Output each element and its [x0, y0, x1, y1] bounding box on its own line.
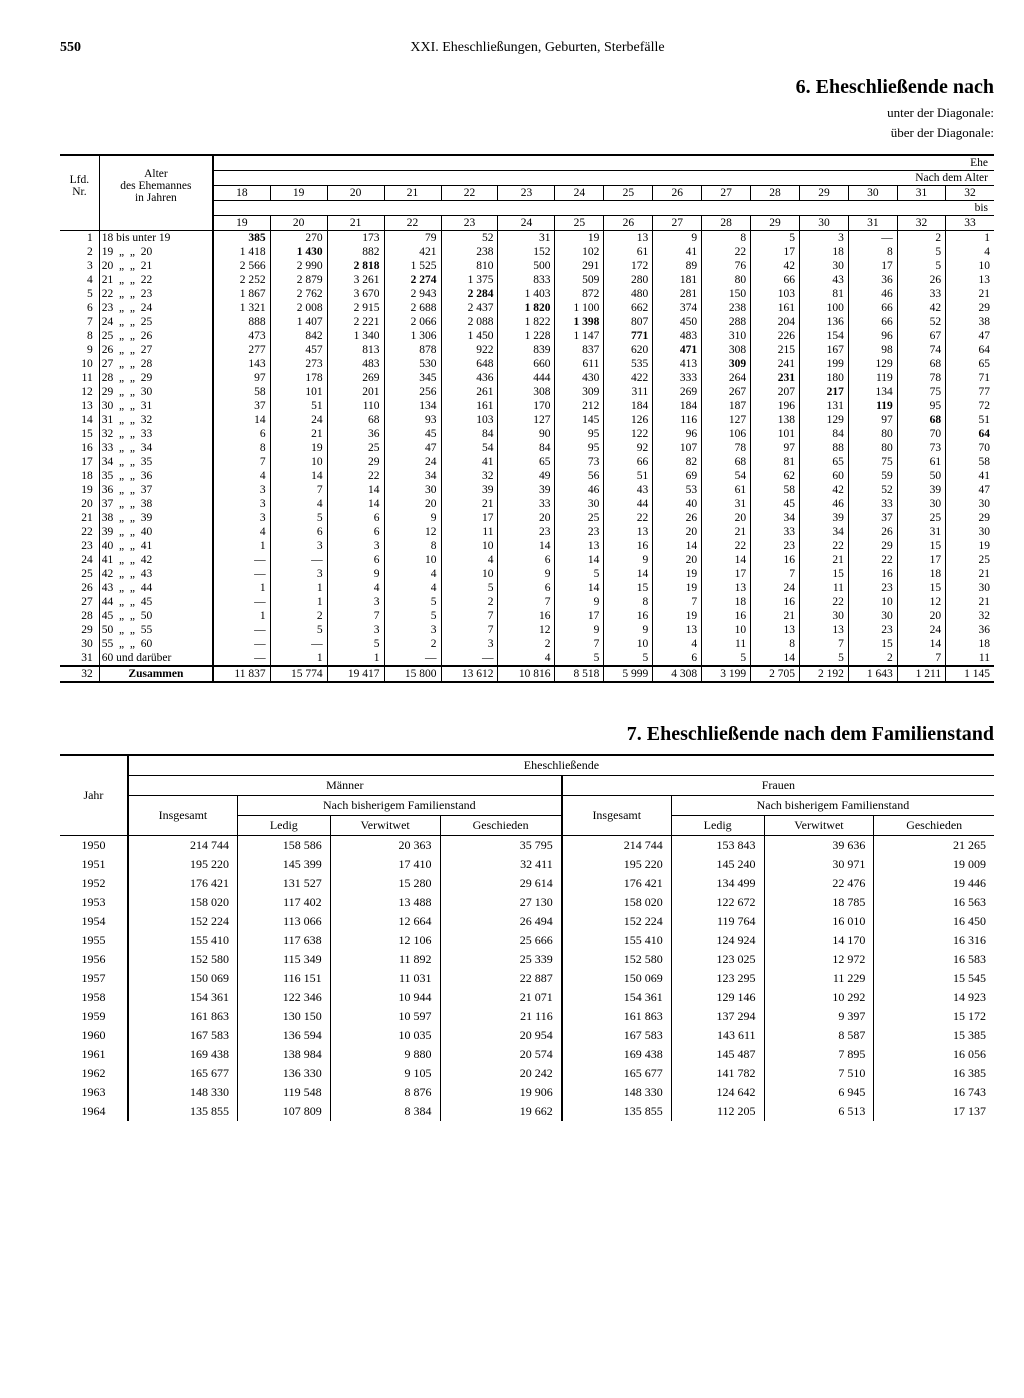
- subtitle-over: über der Diagonale:: [60, 123, 994, 143]
- page-header: 550 XXI. Eheschließungen, Geburten, Ster…: [60, 40, 994, 56]
- table7: JahrEheschließendeMännerFrauenInsgesamtN…: [60, 754, 994, 1121]
- section7-title: 7. Eheschließende nach dem Familienstand: [60, 723, 994, 746]
- table6: Lfd.Nr.Alterdes Ehemannesin JahrenEheNac…: [60, 154, 994, 683]
- section6-title: 6. Eheschließende nach: [60, 76, 994, 99]
- page-number: 550: [60, 40, 81, 56]
- subtitle-block: unter der Diagonale: über der Diagonale:: [60, 103, 994, 142]
- subtitle-under: unter der Diagonale:: [60, 103, 994, 123]
- chapter-title: XXI. Eheschließungen, Geburten, Sterbefä…: [81, 40, 994, 56]
